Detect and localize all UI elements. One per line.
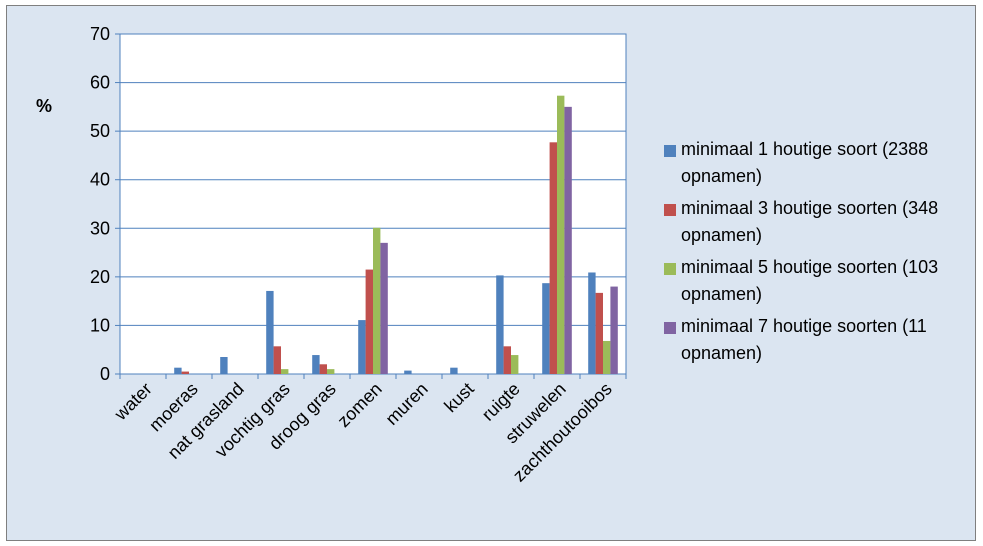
bar bbox=[358, 320, 366, 374]
y-axis-ticks: 0 10 20 30 40 50 60 70 bbox=[90, 24, 110, 384]
y-tick-label: 60 bbox=[90, 73, 110, 93]
bar bbox=[312, 355, 320, 374]
bar bbox=[511, 355, 519, 374]
y-tick-label: 50 bbox=[90, 121, 110, 141]
bar bbox=[220, 357, 228, 374]
legend-label-series-2: minimaal 3 houtige soorten (348 opnamen) bbox=[681, 198, 939, 245]
bars bbox=[128, 95, 618, 374]
legend: minimaal 1 houtige soort (2388 opnamen) … bbox=[664, 139, 974, 376]
y-tick-label: 40 bbox=[90, 170, 110, 190]
bar bbox=[327, 369, 335, 374]
bar bbox=[266, 290, 274, 374]
x-tick-label: muren bbox=[382, 379, 432, 429]
bar bbox=[273, 346, 281, 374]
y-tick-label: 0 bbox=[100, 364, 110, 384]
bar bbox=[603, 340, 611, 374]
bar bbox=[380, 242, 388, 374]
bar bbox=[281, 369, 289, 374]
bar bbox=[542, 283, 550, 374]
bar bbox=[365, 269, 373, 374]
x-tick-label: kust bbox=[440, 379, 477, 416]
legend-item-series-1: minimaal 1 houtige soort (2388 opnamen) bbox=[664, 139, 974, 190]
y-tick-label: 70 bbox=[90, 24, 110, 44]
legend-swatch-series-3 bbox=[664, 263, 676, 275]
y-axis-label: % bbox=[36, 96, 52, 116]
bar bbox=[496, 275, 504, 374]
legend-item-series-2: minimaal 3 houtige soorten (348 opnamen) bbox=[664, 198, 974, 249]
bar bbox=[373, 227, 381, 374]
legend-label-series-4: minimaal 7 houtige soorten (11 opnamen) bbox=[681, 316, 927, 363]
bar bbox=[503, 346, 511, 374]
legend-item-series-3: minimaal 5 houtige soorten (103 opnamen) bbox=[664, 257, 974, 308]
bar bbox=[557, 95, 565, 374]
bar bbox=[450, 367, 458, 374]
bar bbox=[549, 142, 557, 374]
legend-label-series-3: minimaal 5 houtige soorten (103 opnamen) bbox=[681, 257, 939, 304]
bar bbox=[564, 106, 572, 374]
legend-swatch-series-4 bbox=[664, 322, 676, 334]
bar bbox=[404, 370, 412, 374]
bar bbox=[588, 272, 596, 374]
legend-swatch-series-1 bbox=[664, 145, 676, 157]
y-tick-label: 20 bbox=[90, 267, 110, 287]
y-tick-label: 30 bbox=[90, 218, 110, 238]
bar bbox=[610, 286, 618, 374]
legend-label-series-1: minimaal 1 houtige soort (2388 opnamen) bbox=[681, 139, 929, 186]
legend-swatch-series-2 bbox=[664, 204, 676, 216]
bar bbox=[181, 371, 189, 374]
bar bbox=[319, 364, 327, 374]
bar bbox=[174, 367, 182, 374]
legend-item-series-4: minimaal 7 houtige soorten (11 opnamen) bbox=[664, 316, 974, 367]
x-tick-label: zomen bbox=[333, 379, 385, 431]
bar bbox=[595, 292, 603, 374]
y-tick-label: 10 bbox=[90, 315, 110, 335]
